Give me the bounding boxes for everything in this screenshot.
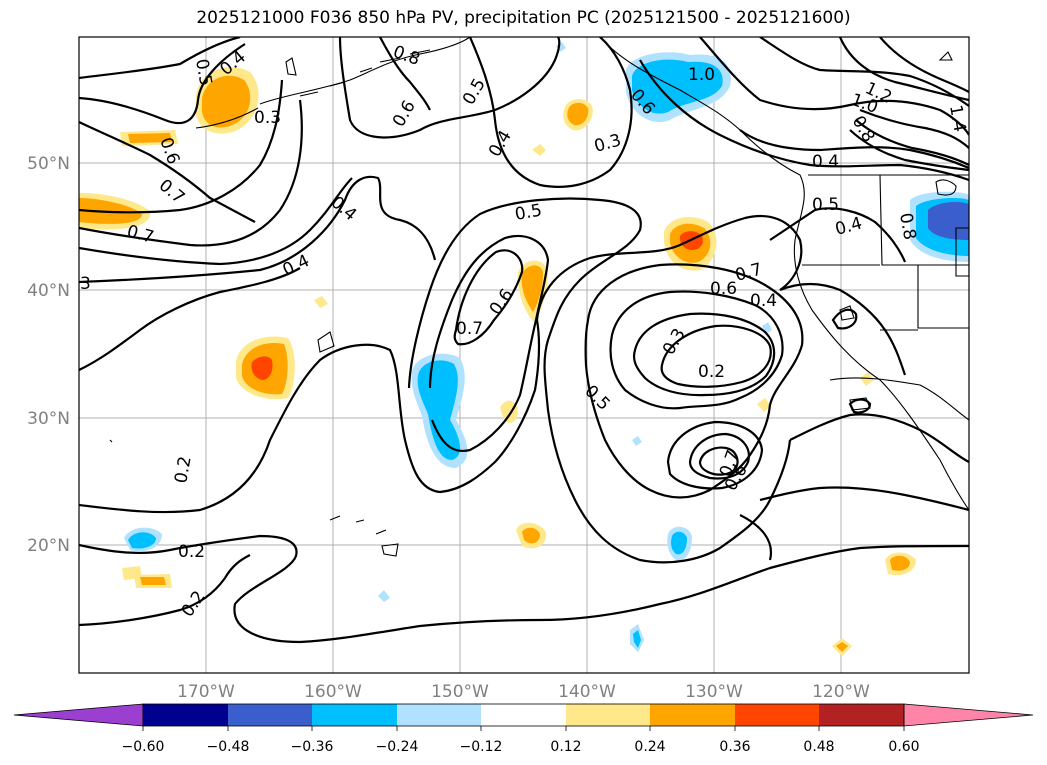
colorbar-segment <box>143 704 228 726</box>
colorbar-tick-label: −0.48 <box>207 739 250 755</box>
colorbar-tick-label: 0.24 <box>634 739 665 755</box>
lon-tick-label: 160°W <box>304 682 362 702</box>
figure-title: 2025121000 F036 850 hPa PV, precipitatio… <box>196 8 851 28</box>
colorbar-tick-label: −0.24 <box>376 739 419 755</box>
longitude-axis: 170°W 160°W 150°W 140°W 130°W 120°W <box>177 682 870 702</box>
contour-label: 0.2 <box>698 362 725 382</box>
colorbar-segment <box>566 704 650 726</box>
contour-label: 0.8 <box>895 211 919 241</box>
map-frame <box>78 36 970 674</box>
pv-contours <box>79 37 969 644</box>
contour-label: 0.3 <box>254 108 281 128</box>
contour-label: 0.7 <box>456 319 483 339</box>
contour-label: 0.5 <box>812 195 839 215</box>
contour-label: 0.4 <box>750 291 777 311</box>
lat-tick-label: 20°N <box>27 536 70 556</box>
map-plot-area <box>79 37 969 673</box>
colorbar-tick-label: 0.12 <box>550 739 581 755</box>
coastlines <box>109 37 969 557</box>
contour-label: 1.4 <box>945 103 969 133</box>
colorbar-segment <box>735 704 819 726</box>
colorbar-segment <box>650 704 735 726</box>
colorbar-segment <box>312 704 397 726</box>
contour-label: 0.2 <box>178 542 205 562</box>
colorbar-segment <box>397 704 481 726</box>
contour-label: 1.0 <box>688 65 715 85</box>
colorbar-tick-label: 0.48 <box>803 739 834 755</box>
contour-label: 0.2 <box>171 455 195 485</box>
colorbar-tick-label: −0.36 <box>291 739 334 755</box>
lat-tick-label: 40°N <box>27 281 70 301</box>
lat-tick-label: 50°N <box>27 154 70 174</box>
lon-tick-label: 140°W <box>558 682 616 702</box>
contour-label: 0.5 <box>191 57 215 87</box>
colorbar-tick-label: −0.60 <box>122 739 165 755</box>
lat-tick-label: 30°N <box>27 409 70 429</box>
colorbar-segment <box>481 704 566 726</box>
contour-label: 3 <box>80 274 91 294</box>
lon-tick-label: 130°W <box>685 682 743 702</box>
latitude-axis: 50°N 40°N 30°N 20°N <box>27 154 70 556</box>
colorbar-tick-label: 0.60 <box>888 739 919 755</box>
contour-label: 0.6 <box>710 279 737 299</box>
colorbar-segment <box>228 704 312 726</box>
colorbar-tick-label: 0.36 <box>719 739 750 755</box>
contour-label: 0.5 <box>513 201 543 225</box>
colorbar-segment <box>819 704 904 726</box>
lon-tick-label: 120°W <box>812 682 870 702</box>
contour-label: 0.4 <box>812 152 839 172</box>
colorbar-extend-low <box>13 703 144 727</box>
colorbar: −0.60 −0.48 −0.36 −0.24 −0.12 0.12 0.24 … <box>13 703 1034 755</box>
lon-tick-label: 170°W <box>177 682 235 702</box>
lon-tick-label: 150°W <box>431 682 489 702</box>
colorbar-extend-high <box>903 703 1034 727</box>
colorbar-tick-label: −0.12 <box>460 739 503 755</box>
